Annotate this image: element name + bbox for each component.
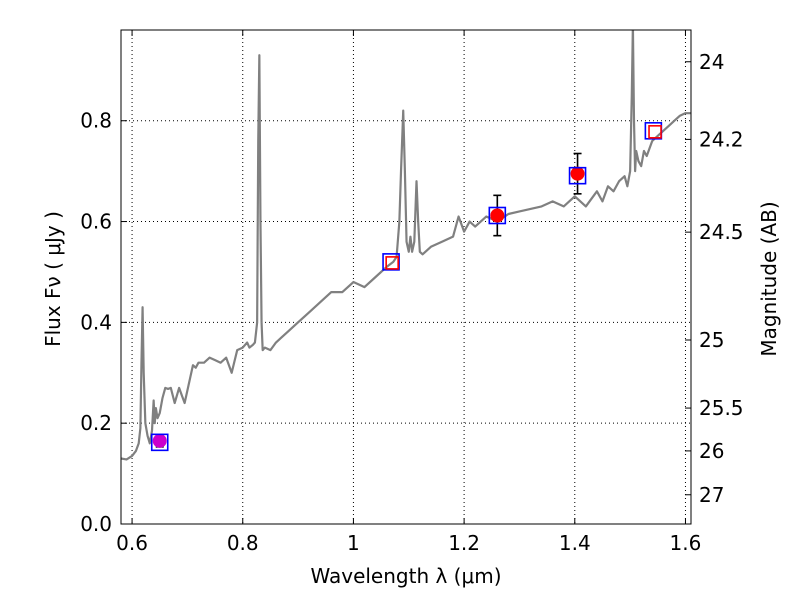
y-tick-label: 0.6 [80,210,112,234]
data-point [490,208,505,223]
x-tick-label: 0.8 [227,531,259,555]
right-tick-label: 25.5 [699,396,744,420]
model-square-marker [648,125,662,139]
right-tick-label: 24.5 [699,220,744,244]
spectrum-line [121,30,691,461]
x-tick-label: 1.6 [670,531,702,555]
markers-layer [150,122,663,452]
model-square-marker [488,206,507,225]
right-tick-label: 27 [699,483,724,507]
model-square-marker [382,253,400,271]
y-tick-label: 0.0 [80,512,112,536]
series-layer [121,30,691,461]
data-point [570,166,585,181]
model-square-marker [385,256,399,270]
x-tick-label: 1.4 [559,531,591,555]
x-tick-label: 1 [347,531,360,555]
x-tick-label: 1.2 [448,531,480,555]
y-axis-label: Flux Fν ( μJy ) [41,211,65,347]
right-tick-label: 25 [699,328,724,352]
right-tick-label: 24.2 [699,127,744,151]
grid-lines [121,30,691,524]
model-square-marker [150,433,169,452]
plot-frame [120,29,692,525]
ticks-layer: 0.6 0.8 1 1.2 1.4 1.6 0.0 0.2 0.4 0.6 0.8 24 24.2 24.… [80,30,744,555]
model-square-marker [568,166,587,185]
x-axis-label: Wavelength λ (μm) [310,564,501,588]
right-tick-label: 24 [699,50,724,74]
x-tick-label: 0.6 [116,531,148,555]
y-tick-label: 0.2 [80,411,112,435]
y-axis-right-label: Magnitude (AB) [757,201,781,356]
data-point [152,433,167,448]
y-tick-label: 0.4 [80,310,112,334]
right-tick-label: 26 [699,439,724,463]
y-tick-label: 0.8 [80,109,112,133]
